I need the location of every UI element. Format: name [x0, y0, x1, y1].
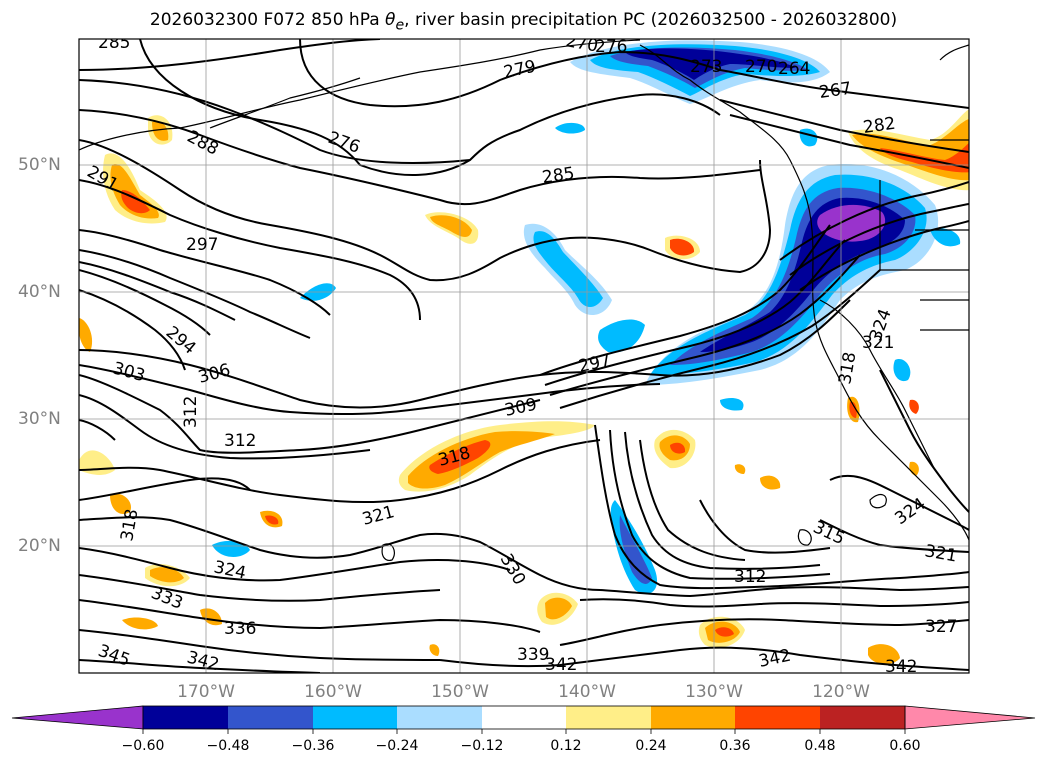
contour-label: 342 [885, 657, 917, 677]
colorbar-tick-label: −0.60 [121, 738, 165, 754]
contour-label: 285 [98, 33, 130, 53]
colorbar-segment [735, 706, 820, 729]
contour-label: 339 [517, 645, 549, 665]
colorbar-tick-label: −0.12 [460, 738, 504, 754]
map-title: 2026032300 F072 850 hPa θe, river basin … [0, 10, 1047, 33]
contour-label: 285 [541, 164, 576, 188]
contour-label: 267 [818, 79, 853, 103]
colorbar-tick-label: 0.48 [804, 738, 836, 754]
colorbar-extend-high [904, 705, 1036, 730]
contour-label: 273 [690, 57, 722, 77]
colorbar-extend-low [11, 705, 144, 730]
colorbar-segment [228, 706, 313, 729]
colorbar-tick-label: 0.12 [550, 738, 582, 754]
colorbar-tick-label: −0.48 [206, 738, 250, 754]
title-prefix: 2026032300 F072 850 hPa [149, 10, 380, 30]
lon-label: 130°W [685, 682, 743, 702]
lat-label: 50°N [18, 155, 61, 175]
lon-label: 170°W [177, 682, 235, 702]
title-theta-sub: e [395, 17, 405, 34]
lon-label: 160°W [304, 682, 362, 702]
contour-label: 321 [862, 333, 894, 353]
colorbar-tick-label: 0.60 [889, 738, 921, 754]
colorbar-tick-label: 0.24 [635, 738, 667, 754]
colorbar-segment [397, 706, 482, 729]
colorbar-segment [820, 706, 905, 729]
title-theta: θ [385, 10, 396, 30]
contour-labels: 285 270 276 279 273 270 264 267 282 288 … [84, 31, 959, 677]
colorbar-segment [313, 706, 397, 729]
contour-label: 312 [734, 567, 766, 587]
map-frame [78, 38, 970, 674]
colorbar-segment [143, 706, 228, 729]
lon-label: 140°W [558, 682, 616, 702]
colorbar-tick-label: 0.36 [719, 738, 751, 754]
lon-label: 150°W [431, 682, 489, 702]
graticule [79, 39, 969, 673]
colorbar [11, 705, 1036, 734]
contour-label: 336 [224, 619, 256, 639]
colorbar-tick-label: −0.24 [375, 738, 419, 754]
colorbar-tick-label: −0.36 [291, 738, 335, 754]
contour-label: 270 [745, 57, 777, 77]
colorbar-segment [482, 706, 566, 729]
contour-label: 312 [224, 431, 256, 451]
title-suffix: , river basin precipitation PC (20260325… [404, 10, 898, 30]
contour-label: 342 [545, 655, 577, 675]
contour-label: 297 [186, 235, 218, 255]
colorbar-frame [142, 705, 906, 730]
lon-label: 120°W [812, 682, 870, 702]
lat-label: 30°N [18, 409, 61, 429]
contour-label: 282 [862, 114, 897, 138]
contour-label: 264 [778, 59, 810, 79]
lat-label: 40°N [18, 282, 61, 302]
contour-label: 276 [595, 37, 627, 57]
contour-label: 327 [925, 617, 957, 637]
colorbar-segment [651, 706, 735, 729]
colorbar-segment [566, 706, 651, 729]
map-plot-area: 285 270 276 279 273 270 264 267 282 288 … [79, 31, 969, 677]
theta-e-contours [79, 39, 969, 673]
lat-label: 20°N [18, 536, 61, 556]
contour-label: 312 [181, 396, 201, 428]
contour-label: 270 [564, 31, 599, 56]
